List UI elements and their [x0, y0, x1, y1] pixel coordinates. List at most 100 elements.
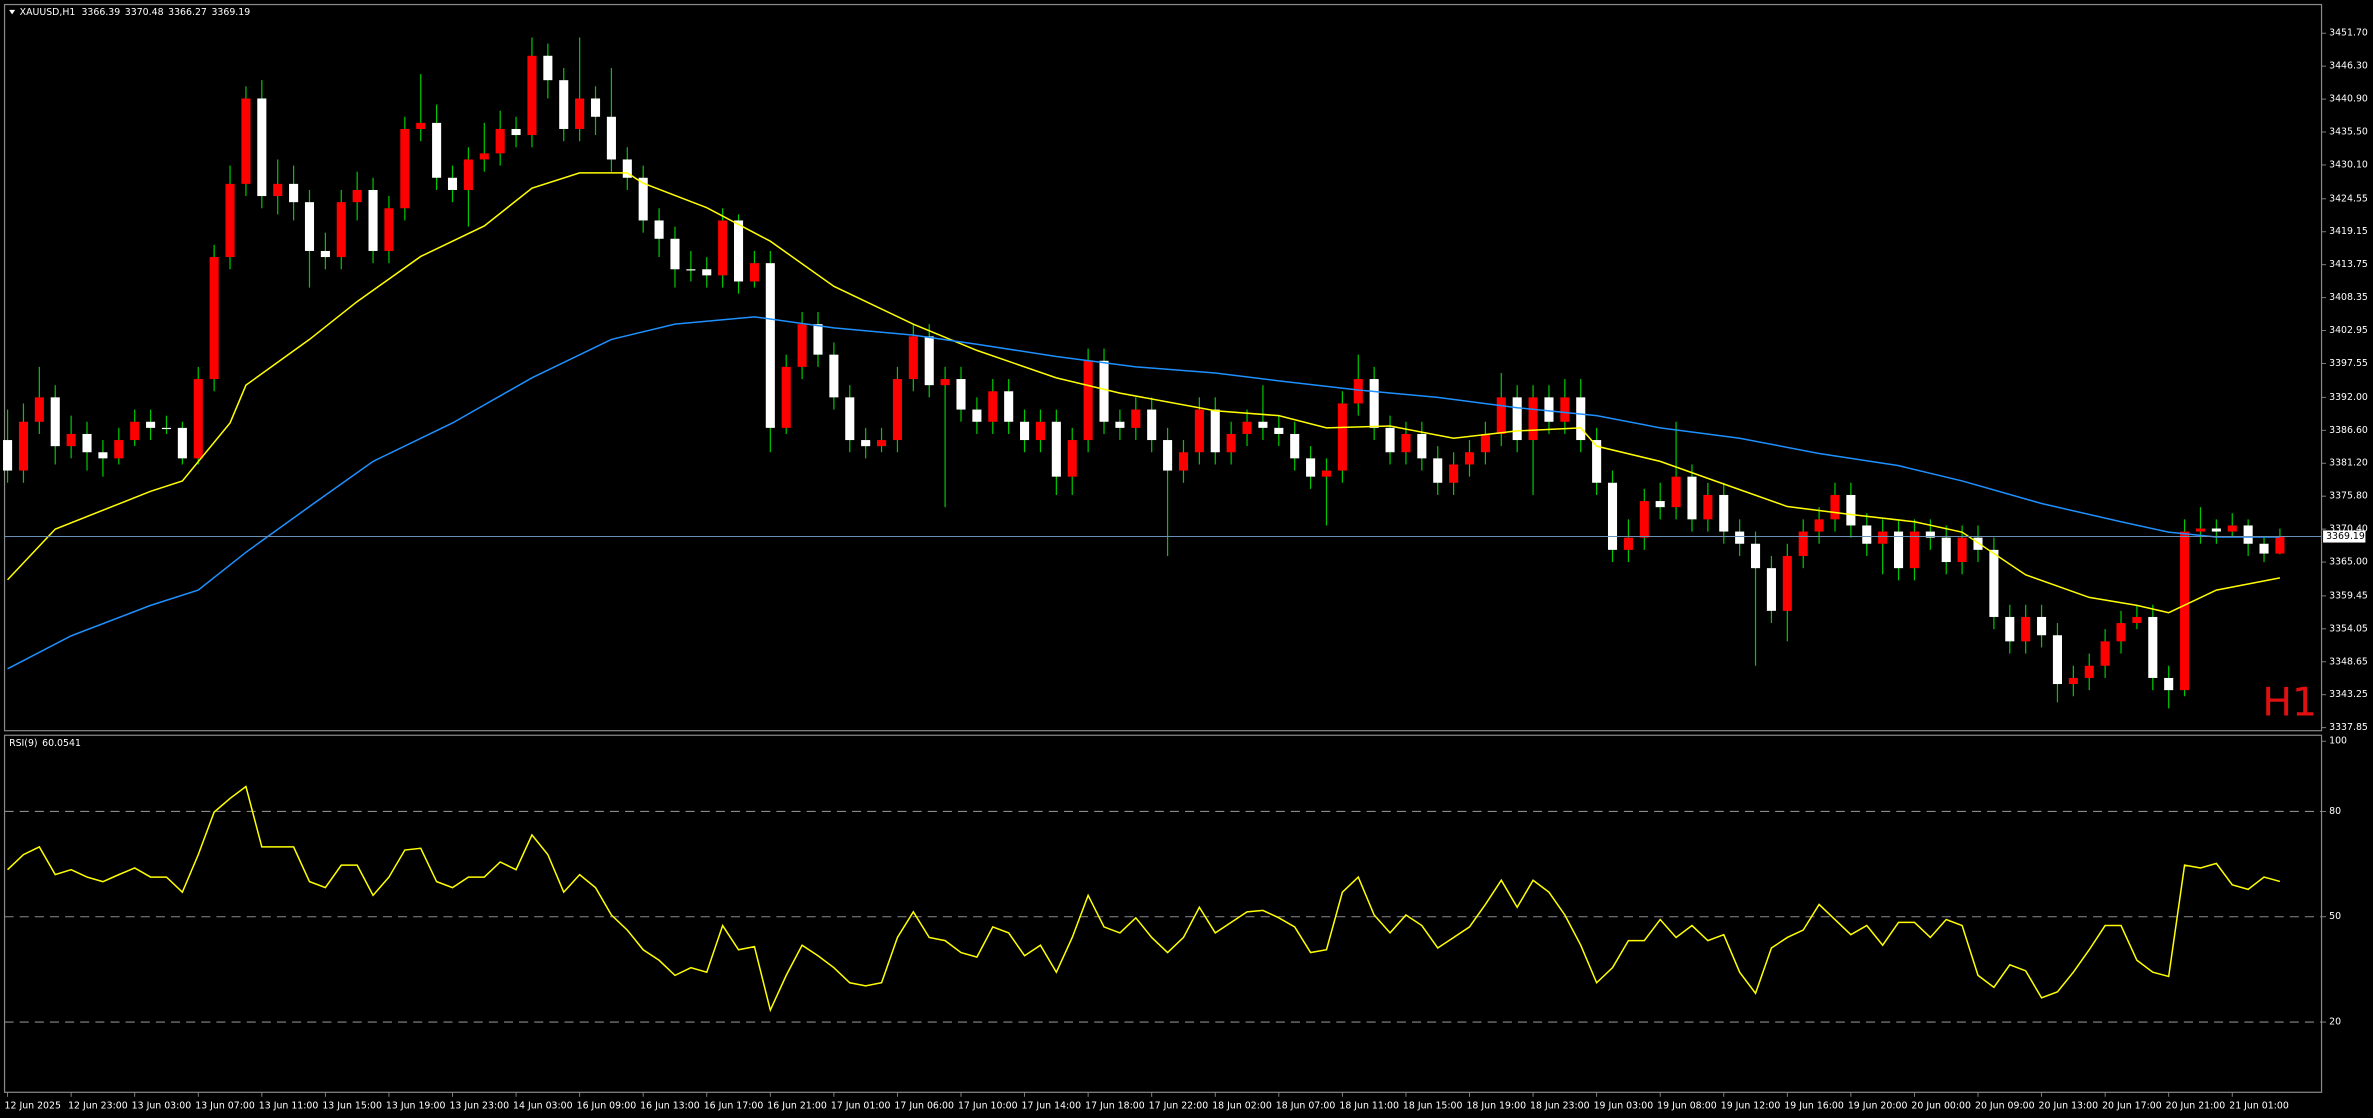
x-tick-label: 18 Jun 11:00	[1339, 1100, 1399, 1111]
candle-body	[2005, 616, 2015, 642]
y-tick-label: 3430.10	[2329, 159, 2368, 170]
y-tick-label: 3381.20	[2329, 458, 2368, 469]
candle-body	[1369, 379, 1379, 428]
candle-body	[1035, 421, 1045, 441]
candle-body	[813, 324, 823, 355]
candle-body	[1989, 549, 1999, 617]
candle-body	[400, 128, 410, 209]
candle-body	[1131, 409, 1141, 428]
candle-body	[829, 354, 839, 398]
candle-body	[1544, 397, 1554, 422]
candle-body	[1433, 458, 1443, 483]
candle-body	[1941, 537, 1951, 563]
candle-body	[1417, 433, 1427, 459]
y-tick-label: 50	[2329, 911, 2341, 922]
candle-body	[1051, 421, 1061, 477]
candle-body	[161, 427, 172, 430]
candle-body	[1925, 531, 1935, 538]
candle-body	[273, 183, 283, 197]
candle-body	[1099, 360, 1109, 422]
x-tick-label: 19 Jun 03:00	[1594, 1100, 1654, 1111]
x-tick-label: 12 Jun 2025	[5, 1100, 61, 1111]
candle-body	[956, 379, 966, 410]
x-tick-label: 20 Jun 21:00	[2166, 1100, 2226, 1111]
x-tick-label: 12 Jun 23:00	[68, 1100, 128, 1111]
candle-body	[1226, 433, 1236, 453]
candle-body	[718, 220, 728, 276]
candle-body	[781, 366, 791, 428]
candle-body	[892, 379, 902, 441]
candle-body	[1258, 421, 1268, 428]
candle-body	[98, 452, 108, 459]
candle-body	[511, 128, 521, 136]
candle-body	[432, 122, 442, 178]
candle-body	[1766, 568, 1776, 611]
candle-body	[1687, 476, 1697, 520]
candle-body	[924, 336, 934, 386]
candle-body	[82, 433, 92, 453]
candle-body	[2037, 616, 2047, 636]
x-tick-label: 17 Jun 18:00	[1085, 1100, 1145, 1111]
candle-body	[1576, 397, 1586, 441]
candle-body	[622, 159, 632, 178]
x-tick-label: 14 Jun 03:00	[513, 1100, 573, 1111]
x-tick-label: 17 Jun 06:00	[894, 1100, 954, 1111]
rsi-line	[7, 785, 2281, 1013]
candle-body	[1067, 440, 1077, 477]
candle-body	[1623, 537, 1633, 550]
x-tick-label: 18 Jun 15:00	[1403, 1100, 1463, 1111]
candle-body	[2164, 677, 2174, 691]
x-tick-label: 16 Jun 09:00	[577, 1100, 637, 1111]
candle-body	[2259, 543, 2269, 554]
candle-body	[1194, 409, 1204, 453]
candle-body	[670, 238, 680, 270]
candle-body	[1401, 433, 1411, 453]
candle-body	[495, 128, 505, 154]
candle-body	[1385, 427, 1395, 453]
x-tick-label: 17 Jun 14:00	[1022, 1100, 1082, 1111]
y-tick-label: 3343.25	[2329, 689, 2368, 700]
candle-body	[559, 80, 569, 129]
candle-body	[638, 177, 648, 221]
candle-body	[416, 122, 426, 129]
candle-body	[1560, 397, 1570, 422]
candle-body	[1735, 531, 1745, 544]
candle-body	[50, 397, 60, 447]
candle-body	[1512, 397, 1522, 441]
candle-body	[257, 98, 267, 197]
candle-body	[686, 269, 696, 271]
y-tick-label: 80	[2329, 806, 2341, 817]
candle-body	[702, 269, 712, 276]
candle-body	[543, 55, 553, 81]
candle-body	[590, 98, 601, 117]
candle-body	[2052, 635, 2062, 685]
candle-body	[940, 379, 950, 386]
candle-body	[1306, 458, 1316, 477]
x-tick-label: 18 Jun 23:00	[1530, 1100, 1590, 1111]
x-tick-label: 18 Jun 02:00	[1212, 1100, 1272, 1111]
candle-body	[2227, 525, 2237, 532]
candle-body	[2132, 616, 2142, 624]
y-tick-label: 3337.85	[2329, 722, 2368, 733]
candle-body	[1830, 494, 1840, 520]
candle-body	[1894, 531, 1904, 569]
candle-body	[2068, 677, 2078, 685]
menu-arrow[interactable]	[9, 9, 16, 15]
candle-body	[1957, 537, 1967, 563]
candle-body	[606, 116, 616, 160]
candle-body	[66, 433, 76, 447]
y-tick-label: 3446.30	[2329, 61, 2368, 72]
x-tick-label: 20 Jun 09:00	[1975, 1100, 2035, 1111]
candle-body	[2180, 531, 2190, 691]
x-tick-label: 19 Jun 20:00	[1848, 1100, 1908, 1111]
x-tick-label: 16 Jun 21:00	[767, 1100, 827, 1111]
y-tick-label: 3375.80	[2329, 491, 2368, 502]
candle-body	[1083, 360, 1093, 441]
main-panel-frame	[3, 3, 2323, 732]
candle-body	[1973, 537, 1983, 550]
candle-body	[34, 397, 44, 422]
y-tick-label: 3386.60	[2329, 425, 2368, 436]
x-tick-label: 17 Jun 22:00	[1149, 1100, 1209, 1111]
candle-body	[988, 391, 998, 422]
candle-body	[1337, 403, 1347, 471]
